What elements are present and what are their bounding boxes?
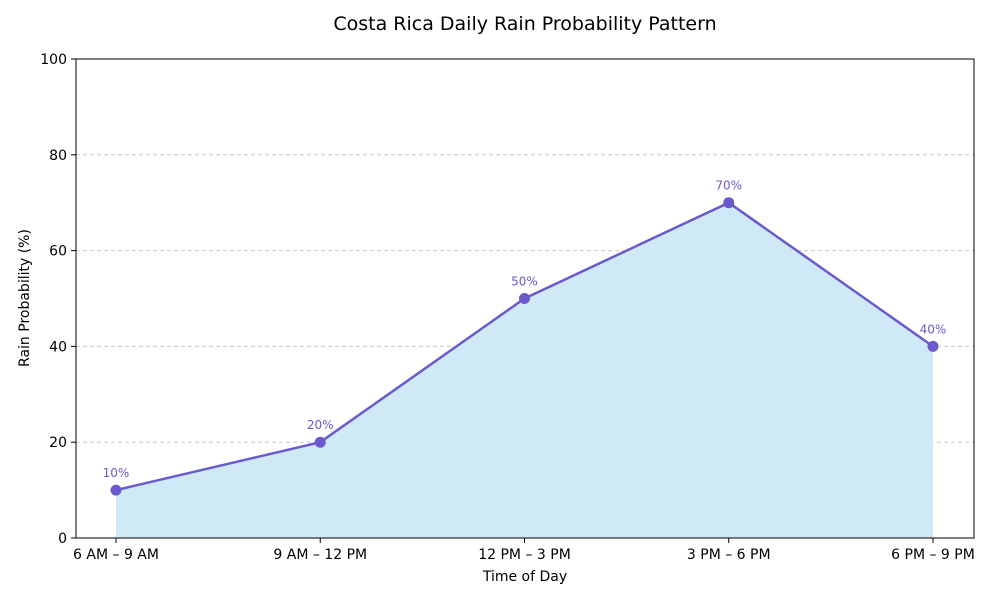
y-axis-label: Rain Probability (%)	[17, 229, 33, 367]
data-label: 40%	[920, 322, 947, 336]
y-tick-label: 40	[49, 339, 67, 355]
data-point	[927, 340, 939, 352]
data-label: 70%	[715, 179, 742, 193]
data-label: 20%	[307, 418, 334, 432]
y-tick-label: 20	[49, 435, 67, 451]
plot-frame	[75, 58, 975, 539]
x-tick-label: 12 PM – 3 PM	[478, 547, 571, 563]
chart-title: Costa Rica Daily Rain Probability Patter…	[333, 13, 716, 35]
x-tick-label: 6 AM – 9 AM	[73, 547, 159, 563]
y-tick-label: 0	[58, 531, 67, 547]
y-tick-label: 80	[49, 148, 67, 164]
data-point	[723, 197, 735, 209]
data-point	[110, 484, 122, 496]
x-tick-label: 6 PM – 9 PM	[891, 547, 975, 563]
x-axis-label: Time of Day	[482, 569, 567, 585]
area-fill	[116, 202, 933, 538]
data-label: 50%	[511, 275, 538, 289]
data-label: 10%	[103, 466, 130, 480]
y-tick-label: 100	[40, 52, 67, 68]
x-tick-label: 9 AM – 12 PM	[273, 547, 367, 563]
data-point	[519, 293, 530, 304]
data-point	[314, 436, 326, 448]
x-tick-label: 3 PM – 6 PM	[687, 547, 771, 563]
y-tick-label: 60	[49, 244, 67, 260]
